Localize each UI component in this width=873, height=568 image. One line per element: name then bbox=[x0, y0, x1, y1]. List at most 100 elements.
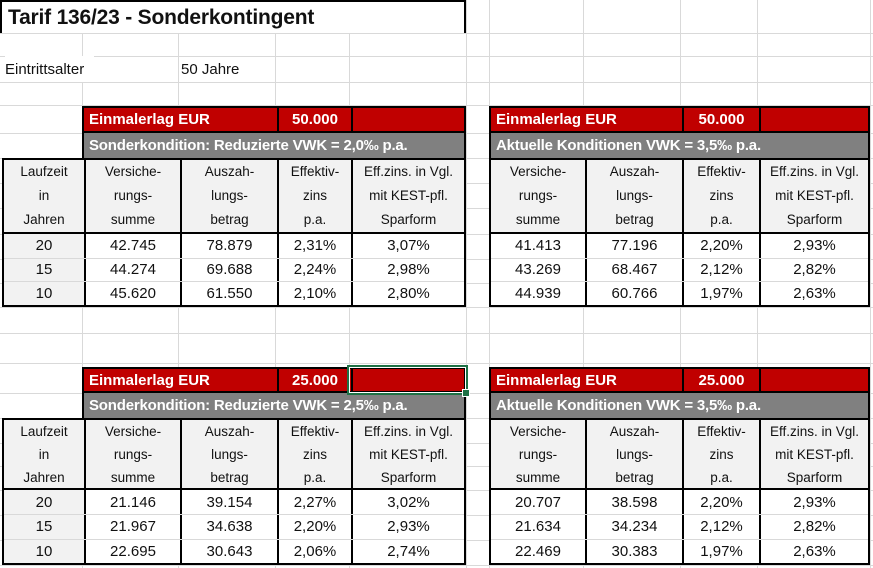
condition-band-bottom-left[interactable]: Sonderkondition: Reduzierte VWK = 2,5‰ p… bbox=[82, 393, 466, 418]
cell[interactable]: 10 bbox=[4, 539, 84, 563]
cell[interactable]: 2,63% bbox=[759, 539, 868, 563]
einmalerlag-label[interactable]: Einmalerlag EUR bbox=[89, 371, 210, 389]
header-versicherungssumme[interactable]: Versiche- rungs- summe bbox=[509, 424, 567, 485]
header-versicherungssumme[interactable]: Versiche- rungs- summe bbox=[509, 164, 567, 227]
column-headers-top-right: Versiche- rungs- summe Auszah- lungs- be… bbox=[489, 158, 870, 234]
cell[interactable]: 1,97% bbox=[682, 282, 759, 305]
cell[interactable]: 21.634 bbox=[515, 518, 561, 536]
cell[interactable]: 2,20% bbox=[682, 234, 759, 258]
cell[interactable]: 2,12% bbox=[682, 515, 759, 539]
cell[interactable]: 20 bbox=[4, 490, 84, 515]
cell[interactable]: 2,93% bbox=[759, 234, 868, 258]
cell[interactable]: 2,93% bbox=[351, 515, 464, 539]
header-auszahlungsbetrag[interactable]: Auszah- lungs- betrag bbox=[180, 160, 277, 232]
einmalerlag-label[interactable]: Einmalerlag EUR bbox=[496, 371, 617, 389]
cell[interactable]: 30.643 bbox=[180, 539, 277, 563]
cell[interactable]: 21.967 bbox=[84, 515, 180, 539]
cell[interactable]: 2,31% bbox=[277, 234, 351, 258]
cell[interactable]: 2,10% bbox=[277, 282, 351, 305]
condition-band-top-right[interactable]: Aktuelle Konditionen VWK = 3,5‰ p.a. bbox=[489, 133, 870, 158]
cell[interactable]: 43.269 bbox=[515, 261, 561, 279]
cell[interactable]: 21.146 bbox=[84, 490, 180, 515]
cell[interactable]: 39.154 bbox=[180, 490, 277, 515]
table-row: 10 45.620 61.550 2,10% 2,80% bbox=[4, 281, 464, 305]
table-row: 10 22.695 30.643 2,06% 2,74% bbox=[4, 538, 464, 563]
cell[interactable]: 1,97% bbox=[682, 539, 759, 563]
header-effektivzins[interactable]: Effektiv- zins p.a. bbox=[682, 160, 759, 232]
cell[interactable]: 2,20% bbox=[682, 490, 759, 515]
cell[interactable]: 42.745 bbox=[84, 234, 180, 258]
table-row: 22.469 30.383 1,97% 2,63% bbox=[491, 538, 868, 563]
cell[interactable]: 2,63% bbox=[759, 282, 868, 305]
einmalerlag-value[interactable]: 50.000 bbox=[277, 108, 351, 131]
header-effzins-vergleich[interactable]: Eff.zins. in Vgl. mit KEST-pfl. Sparform bbox=[351, 160, 464, 232]
header-effzins-vergleich[interactable]: Eff.zins. in Vgl. mit KEST-pfl. Sparform bbox=[759, 160, 868, 232]
table-row: 21.634 34.234 2,12% 2,82% bbox=[491, 514, 868, 539]
cell[interactable]: 77.196 bbox=[585, 234, 682, 258]
einmalerlag-empty-cell[interactable] bbox=[759, 108, 868, 131]
cell[interactable]: 3,07% bbox=[351, 234, 464, 258]
cell[interactable]: 78.879 bbox=[180, 234, 277, 258]
einmalerlag-value[interactable]: 25.000 bbox=[682, 369, 759, 391]
einmalerlag-label[interactable]: Einmalerlag EUR bbox=[89, 111, 210, 128]
cell[interactable]: 2,24% bbox=[277, 258, 351, 282]
cell[interactable]: 2,06% bbox=[277, 539, 351, 563]
header-effzins-vergleich[interactable]: Eff.zins. in Vgl. mit KEST-pfl. Sparform bbox=[351, 420, 464, 489]
header-laufzeit[interactable]: Laufzeit in Jahren bbox=[20, 424, 68, 485]
header-effektivzins[interactable]: Effektiv- zins p.a. bbox=[277, 160, 351, 232]
entry-age-value[interactable]: 50 Jahre bbox=[181, 60, 240, 78]
cell[interactable]: 60.766 bbox=[585, 282, 682, 305]
cell[interactable]: 15 bbox=[4, 258, 84, 282]
cell[interactable]: 2,93% bbox=[759, 490, 868, 515]
cell[interactable]: 2,12% bbox=[682, 258, 759, 282]
cell[interactable]: 2,20% bbox=[277, 515, 351, 539]
cell[interactable]: 22.695 bbox=[84, 539, 180, 563]
cell[interactable]: 2,82% bbox=[759, 515, 868, 539]
header-versicherungssumme[interactable]: Versiche- rungs- summe bbox=[84, 420, 180, 489]
cell[interactable]: 41.413 bbox=[515, 237, 561, 255]
header-effektivzins[interactable]: Effektiv- zins p.a. bbox=[277, 420, 351, 489]
header-laufzeit[interactable]: Laufzeit in Jahren bbox=[20, 164, 68, 227]
cell[interactable]: 20.707 bbox=[515, 493, 561, 511]
cell[interactable]: 3,02% bbox=[351, 490, 464, 515]
cell[interactable]: 44.274 bbox=[84, 258, 180, 282]
header-versicherungssumme[interactable]: Versiche- rungs- summe bbox=[84, 160, 180, 232]
cell[interactable]: 2,80% bbox=[351, 282, 464, 305]
header-auszahlungsbetrag[interactable]: Auszah- lungs- betrag bbox=[585, 420, 682, 489]
cell[interactable]: 34.234 bbox=[585, 515, 682, 539]
header-auszahlungsbetrag[interactable]: Auszah- lungs- betrag bbox=[585, 160, 682, 232]
header-effzins-vergleich[interactable]: Eff.zins. in Vgl. mit KEST-pfl. Sparform bbox=[759, 420, 868, 489]
einmalerlag-value[interactable]: 25.000 bbox=[277, 369, 351, 391]
cell[interactable]: 68.467 bbox=[585, 258, 682, 282]
cell[interactable]: 38.598 bbox=[585, 490, 682, 515]
einmalerlag-label[interactable]: Einmalerlag EUR bbox=[496, 111, 617, 128]
cell[interactable]: 15 bbox=[4, 515, 84, 539]
einmalerlag-empty-cell[interactable] bbox=[759, 369, 868, 391]
header-effektivzins[interactable]: Effektiv- zins p.a. bbox=[682, 420, 759, 489]
entry-age-label[interactable]: Eintrittsalter bbox=[5, 56, 95, 82]
cell[interactable]: 2,82% bbox=[759, 258, 868, 282]
einmalerlag-empty-cell[interactable] bbox=[351, 369, 464, 391]
cell[interactable]: 30.383 bbox=[585, 539, 682, 563]
cell[interactable]: 20 bbox=[4, 234, 84, 258]
header-auszahlungsbetrag[interactable]: Auszah- lungs- betrag bbox=[180, 420, 277, 489]
einmalerlag-band-bottom-left: Einmalerlag EUR 25.000 bbox=[82, 367, 466, 393]
cell[interactable]: 61.550 bbox=[180, 282, 277, 305]
selected-cell-outline[interactable] bbox=[347, 365, 470, 397]
cell[interactable]: 10 bbox=[4, 282, 84, 305]
einmalerlag-value[interactable]: 50.000 bbox=[682, 108, 759, 131]
data-table-top-left: 20 42.745 78.879 2,31% 3,07% 15 44.274 6… bbox=[2, 234, 466, 307]
cell[interactable]: 69.688 bbox=[180, 258, 277, 282]
condition-band-bottom-right[interactable]: Aktuelle Konditionen VWK = 3,5‰ p.a. bbox=[489, 393, 870, 418]
cell[interactable]: 2,27% bbox=[277, 490, 351, 515]
table-row: 15 21.967 34.638 2,20% 2,93% bbox=[4, 514, 464, 539]
cell[interactable]: 44.939 bbox=[515, 285, 561, 303]
cell[interactable]: 2,74% bbox=[351, 539, 464, 563]
cell[interactable]: 2,98% bbox=[351, 258, 464, 282]
fill-handle-icon[interactable] bbox=[462, 389, 470, 397]
einmalerlag-empty-cell[interactable] bbox=[351, 108, 464, 131]
cell[interactable]: 34.638 bbox=[180, 515, 277, 539]
cell[interactable]: 22.469 bbox=[515, 542, 561, 560]
cell[interactable]: 45.620 bbox=[84, 282, 180, 305]
condition-band-top-left[interactable]: Sonderkondition: Reduzierte VWK = 2,0‰ p… bbox=[82, 133, 466, 158]
